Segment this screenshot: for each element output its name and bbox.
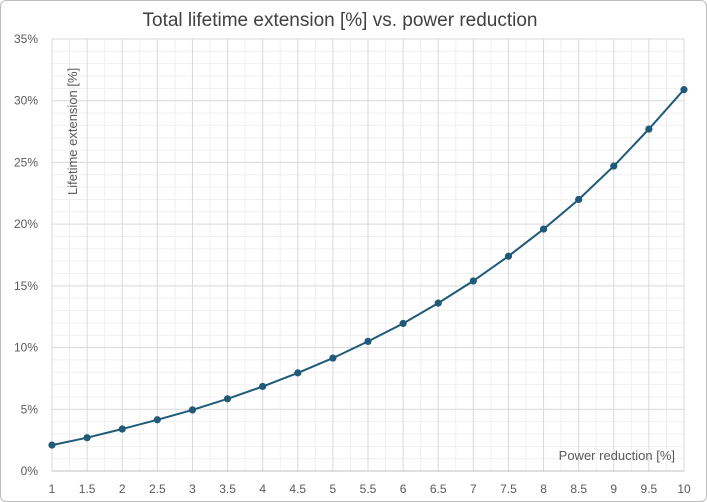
x-tick-label: 7 (470, 482, 477, 496)
x-tick-label: 2 (119, 482, 126, 496)
data-points (48, 86, 688, 449)
data-point (259, 382, 267, 391)
x-tick-label: 4 (259, 482, 266, 496)
y-tick-labels: 0% 5% 10% 15% 20% 25% 30% 35% (14, 32, 38, 478)
x-axis-title: Power reduction [%] (559, 448, 675, 463)
x-tick-label: 5.5 (360, 482, 377, 496)
data-point (223, 395, 232, 403)
x-tick-label: 9.5 (641, 482, 658, 496)
data-point (610, 162, 618, 170)
x-tick-label: 9 (610, 482, 617, 496)
y-tick-label: 25% (14, 155, 38, 169)
x-tick-label: 3 (189, 482, 196, 496)
x-tick-label: 1.5 (79, 482, 96, 496)
data-point (83, 434, 91, 442)
x-tick-labels: 1 1.5 2 2.5 3 3.5 4 4.5 5 5.5 6 6.5 7 7.5 8 8.5 9 9.5 10 (49, 482, 691, 496)
y-tick-label: 35% (14, 32, 38, 46)
chart-title: Total lifetime extension [%] vs. power r… (143, 10, 538, 31)
data-point (645, 125, 653, 133)
y-tick-label: 10% (14, 341, 38, 355)
x-tick-label: 5 (330, 482, 337, 496)
x-tick-label: 3.5 (219, 482, 236, 496)
data-point (434, 299, 442, 307)
data-point (469, 277, 477, 285)
data-point (399, 319, 407, 328)
x-tick-label: 10 (677, 482, 691, 496)
y-tick-label: 30% (14, 94, 38, 108)
x-tick-label: 6.5 (430, 482, 447, 496)
x-tick-label: 7.5 (500, 482, 517, 496)
data-point (329, 354, 337, 362)
data-point (680, 86, 688, 94)
x-tick-label: 4.5 (289, 482, 306, 496)
y-tick-label: 20% (14, 217, 38, 231)
y-tick-label: 5% (21, 402, 39, 416)
y-tick-label: 15% (14, 279, 38, 293)
data-point (504, 252, 513, 260)
x-tick-label: 2.5 (149, 482, 166, 496)
x-tick-label: 8 (540, 482, 547, 496)
data-point (539, 225, 548, 233)
data-point (153, 416, 161, 424)
grid (51, 38, 685, 472)
data-point (575, 195, 583, 204)
y-axis-title: Lifetime extension [%] (65, 68, 80, 195)
x-tick-label: 8.5 (570, 482, 587, 496)
x-tick-label: 6 (400, 482, 407, 496)
data-point (188, 406, 197, 414)
data-point (48, 441, 56, 449)
data-point (364, 337, 372, 345)
x-tick-label: 1 (49, 482, 56, 496)
y-tick-label: 0% (21, 464, 39, 478)
data-point (118, 425, 126, 433)
data-point (294, 369, 302, 377)
